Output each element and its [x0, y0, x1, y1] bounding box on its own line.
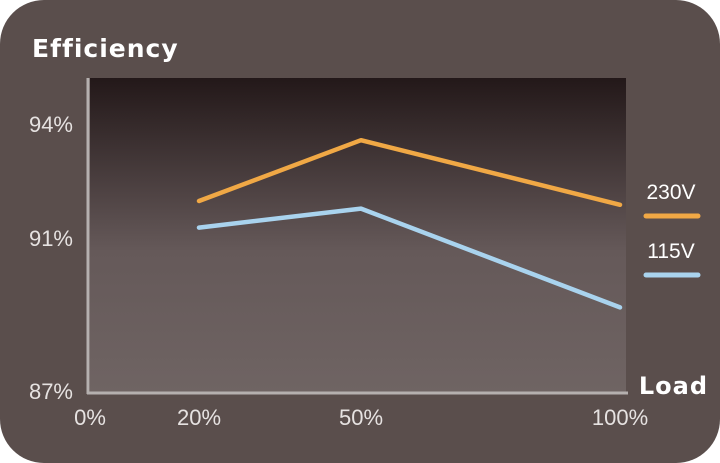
x-tick-label: 100%	[592, 405, 648, 430]
y-tick-label: 91%	[29, 226, 73, 251]
y-tick-label: 94%	[29, 112, 73, 137]
x-tick-label: 20%	[177, 405, 221, 430]
legend-label-115v: 115V	[647, 240, 695, 263]
series-line-230v	[196, 137, 623, 208]
x-tick-label: 50%	[339, 405, 383, 430]
y-axis-title: Efficiency	[32, 34, 179, 63]
y-tick-label: 87%	[29, 379, 73, 404]
legend-label-230v: 230V	[646, 181, 695, 204]
series-line-115v	[196, 206, 623, 310]
plot-area	[90, 78, 626, 393]
x-axis-title: Load	[639, 372, 708, 400]
x-tick-label: 0%	[74, 405, 106, 430]
